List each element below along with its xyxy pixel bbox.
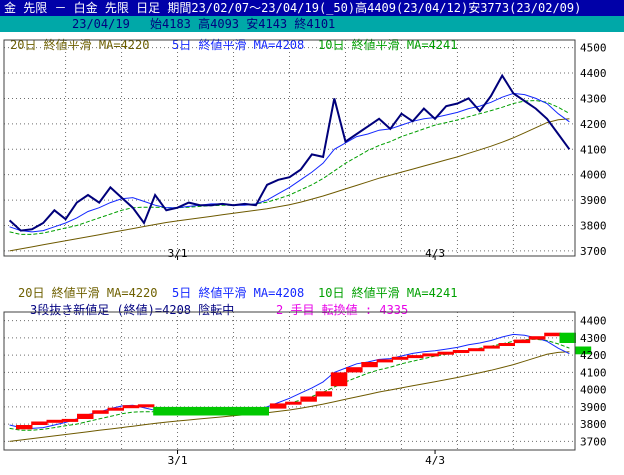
price-y-axis: 3700 3800 3900 4000 4100 4200 4300 4400 4500	[580, 42, 607, 258]
title-bar: 金 先限 － 白金 先限 日足 期間23/02/07～23/04/19(_50)…	[0, 0, 624, 16]
y-tick-label: 4300	[580, 92, 607, 105]
kagi-up-box	[92, 410, 109, 414]
y-tick-label: 3700	[580, 245, 607, 258]
kagi-up-box	[137, 404, 155, 408]
y-tick-label: 4200	[580, 118, 607, 131]
y-tick-label: 3900	[580, 401, 607, 414]
y-tick-label: 4400	[580, 315, 607, 328]
ohlc-date: 23/04/19	[72, 17, 130, 31]
kagi-up-box	[498, 343, 515, 346]
price-lines	[8, 73, 571, 252]
y-tick-label: 4000	[580, 384, 607, 397]
kagi-state: 2 手目 転換値 : 4335	[276, 302, 408, 317]
x-tick-label: 4/3	[425, 454, 445, 467]
kagi-up-box	[513, 339, 531, 344]
kagi-up-box	[16, 425, 33, 430]
x-tick-label: 3/1	[168, 454, 188, 467]
kagi-x-axis: 3/1 4/3	[168, 450, 445, 467]
kagi-up-box	[315, 391, 333, 397]
y-tick-label: 4300	[580, 332, 607, 345]
kagi-up-box	[300, 396, 317, 402]
kagi-down-box	[559, 332, 576, 343]
kagi-up-box	[407, 355, 424, 359]
kagi-up-box	[330, 372, 348, 387]
kagi-ma-lines	[9, 333, 570, 442]
kagi-up-box	[107, 407, 124, 411]
kagi-up-box	[544, 332, 561, 337]
kagi-up-box	[31, 421, 48, 425]
y-tick-label: 3700	[580, 435, 607, 448]
ohlc-values: 始4183 高4093 安4143 終4101	[150, 17, 336, 31]
chart-title: 金 先限 － 白金 先限 日足 期間23/02/07～23/04/19(_50)…	[4, 1, 582, 15]
series-ma20-line	[9, 118, 570, 252]
price-plot-frame	[3, 39, 576, 257]
legend-ma20-bottom: 20日 終値平滑 MA=4220	[18, 285, 157, 300]
price-x-axis: 3/1 4/3	[168, 247, 445, 260]
x-tick-label: 3/1	[168, 247, 188, 260]
kagi-ma20-line	[9, 351, 570, 442]
kagi-up-box	[61, 418, 79, 422]
y-tick-label: 4500	[580, 42, 607, 55]
kagi-up-box	[468, 348, 485, 352]
kagi-chart: 20日 終値平滑 MA=4220 5日 終値平滑 MA=4208 10日 終値平…	[3, 285, 607, 467]
legend-ma20: 20日 終値平滑 MA=4220	[10, 37, 149, 52]
y-tick-label: 4100	[580, 366, 607, 379]
y-tick-label: 3800	[580, 220, 607, 233]
kagi-label: 3段抜き新値足 (終値)=4208 陰転中	[30, 302, 234, 317]
series-price-line	[8, 73, 571, 232]
legend-ma5: 5日 終値平滑 MA=4208	[172, 37, 304, 52]
series-ma10-line	[9, 99, 570, 235]
kagi-down-box	[153, 406, 269, 416]
price-grid	[4, 40, 575, 256]
kagi-up-box	[452, 350, 470, 353]
kagi-up-box	[437, 351, 454, 355]
kagi-boxes	[16, 332, 592, 430]
kagi-up-box	[285, 401, 302, 405]
y-tick-label: 4100	[580, 143, 607, 156]
kagi-up-box	[269, 403, 287, 409]
legend-ma10-bottom: 10日 終値平滑 MA=4241	[318, 285, 457, 300]
y-tick-label: 4200	[580, 349, 607, 362]
y-tick-label: 4400	[580, 67, 607, 80]
y-tick-label: 3800	[580, 418, 607, 431]
kagi-up-box	[361, 362, 378, 368]
kagi-up-box	[122, 405, 140, 409]
y-tick-label: 4000	[580, 169, 607, 182]
x-tick-label: 4/3	[425, 247, 445, 260]
kagi-grid	[4, 312, 575, 450]
kagi-plot-frame	[3, 311, 576, 451]
series-ma5-line	[9, 92, 570, 233]
kagi-up-box	[376, 359, 394, 363]
kagi-up-box	[77, 413, 94, 419]
kagi-up-box	[391, 356, 409, 360]
kagi-up-box	[483, 345, 500, 349]
price-chart: 20日 終値平滑 MA=4220 5日 終値平滑 MA=4208 10日 終値平…	[3, 37, 607, 260]
ohlc-bar: 23/04/19 始4183 高4093 安4143 終4101	[0, 16, 624, 32]
kagi-y-axis: 3700 3800 3900 4000 4100 4200 4300 4400	[580, 315, 607, 449]
kagi-up-box	[46, 419, 63, 423]
kagi-up-box	[346, 367, 363, 373]
y-tick-label: 3900	[580, 194, 607, 207]
legend-ma5-bottom: 5日 終値平滑 MA=4208	[172, 285, 304, 300]
kagi-up-box	[422, 353, 439, 357]
kagi-up-box	[529, 336, 546, 340]
kagi-down-box	[574, 346, 592, 355]
legend-ma10: 10日 終値平滑 MA=4241	[318, 37, 457, 52]
